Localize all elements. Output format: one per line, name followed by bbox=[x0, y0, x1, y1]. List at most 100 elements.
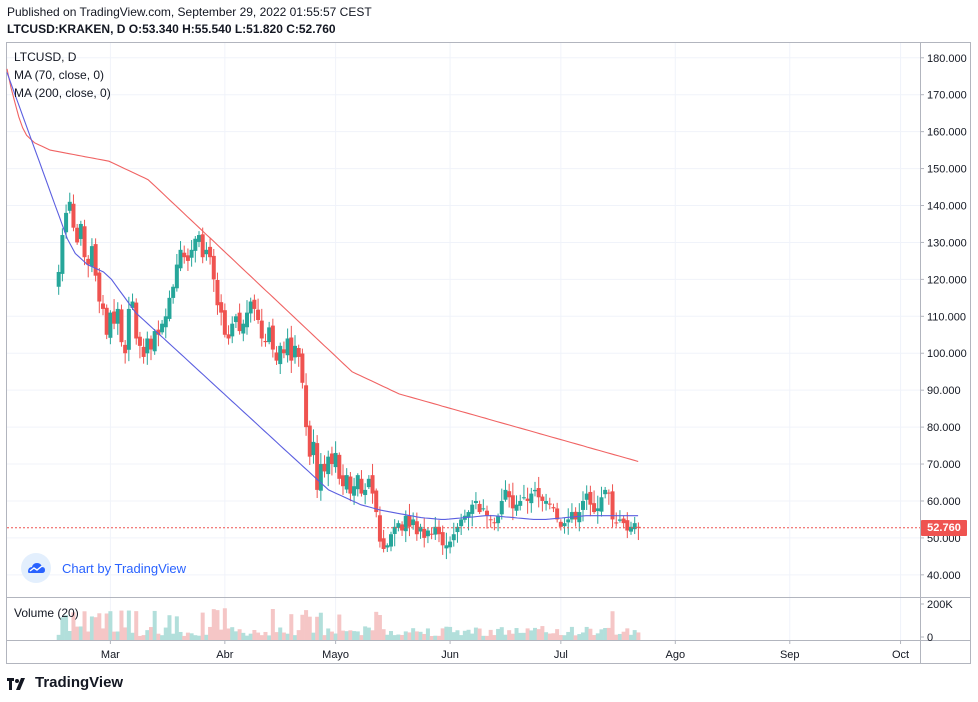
candle-body-30 bbox=[167, 297, 172, 319]
candle-body-4 bbox=[71, 203, 76, 228]
candle-body-49 bbox=[237, 312, 242, 332]
x-tick-label-1: Abr bbox=[216, 649, 233, 661]
candle-body-90 bbox=[389, 534, 393, 547]
candle-body-9 bbox=[89, 246, 94, 267]
volume-bar-93 bbox=[400, 634, 405, 640]
y-tick-label-14: 180.000 bbox=[927, 53, 967, 65]
volume-bar-29 bbox=[163, 627, 168, 640]
volume-bar-20 bbox=[130, 632, 135, 640]
candle-body-34 bbox=[182, 252, 187, 258]
candle-body-125 bbox=[518, 500, 523, 506]
volume-bar-142 bbox=[581, 632, 585, 640]
candle-body-114 bbox=[477, 503, 482, 513]
candle-body-3 bbox=[67, 201, 72, 211]
candle-body-63 bbox=[289, 337, 294, 361]
volume-bar-137 bbox=[562, 635, 567, 640]
volume-bar-118 bbox=[492, 635, 497, 640]
volume-bar-156 bbox=[632, 630, 637, 640]
volume-bar-102 bbox=[433, 635, 438, 640]
volume-bar-78 bbox=[344, 631, 349, 640]
volume-bar-43 bbox=[215, 610, 220, 640]
candle-body-133 bbox=[547, 503, 552, 505]
volume-bar-138 bbox=[566, 631, 571, 640]
volume-bar-122 bbox=[507, 630, 512, 640]
volume-bar-48 bbox=[233, 631, 238, 640]
volume-bar-33 bbox=[178, 631, 183, 640]
candle-body-132 bbox=[544, 500, 549, 504]
volume-bar-141 bbox=[577, 634, 582, 640]
volume-bar-54 bbox=[256, 632, 261, 640]
candle-body-48 bbox=[233, 316, 238, 323]
candle-body-16 bbox=[115, 308, 120, 324]
candle-body-111 bbox=[466, 512, 471, 518]
y-tick-label-4: 80.000 bbox=[927, 422, 961, 434]
x-tick-label-4: Jul bbox=[554, 649, 568, 661]
candle-body-62 bbox=[285, 338, 290, 356]
candle-body-59 bbox=[274, 352, 279, 361]
volume-bar-65 bbox=[296, 630, 301, 640]
candle-body-32 bbox=[174, 264, 179, 289]
volume-bar-51 bbox=[245, 635, 249, 640]
volume-bar-98 bbox=[418, 631, 423, 640]
volume-bar-44 bbox=[219, 629, 224, 640]
candle-body-74 bbox=[329, 453, 334, 465]
y-tick-label-8: 120.000 bbox=[927, 274, 967, 286]
volume-bar-19 bbox=[126, 610, 131, 640]
candle-body-52 bbox=[248, 301, 253, 314]
volume-bar-143 bbox=[584, 626, 589, 640]
x-tick-label-0: Mar bbox=[101, 649, 120, 661]
x-tick-label-6: Sep bbox=[780, 649, 800, 661]
volume-bar-7 bbox=[82, 611, 87, 640]
legend-ma70: MA (70, close, 0) bbox=[14, 68, 105, 82]
candle-body-135 bbox=[555, 508, 560, 520]
tradingview-watermark[interactable]: Chart by TradingView bbox=[20, 552, 186, 584]
candle-body-156 bbox=[632, 523, 637, 530]
candle-body-96 bbox=[411, 519, 416, 526]
volume-bar-82 bbox=[359, 635, 364, 640]
volume-bar-18 bbox=[123, 627, 128, 640]
volume-bar-3 bbox=[67, 631, 72, 640]
candle-body-115 bbox=[481, 508, 486, 510]
candle-body-57 bbox=[267, 327, 272, 343]
candle-body-45 bbox=[222, 310, 227, 335]
volume-bar-28 bbox=[160, 635, 165, 640]
footer-logo[interactable]: TradingView bbox=[7, 674, 123, 691]
ma200-line bbox=[6, 68, 639, 463]
volume-bar-124 bbox=[514, 628, 519, 640]
volume-bar-97 bbox=[414, 631, 419, 640]
vol-tick-label-1: 0 bbox=[927, 632, 933, 644]
candle-body-155 bbox=[629, 526, 633, 532]
volume-bar-130 bbox=[536, 629, 541, 640]
volume-bar-104 bbox=[440, 628, 445, 640]
candle-body-136 bbox=[558, 521, 563, 527]
volume-bar-119 bbox=[496, 628, 501, 640]
volume-bar-103 bbox=[437, 635, 441, 640]
volume-bar-114 bbox=[477, 628, 482, 640]
volume-bar-73 bbox=[326, 628, 331, 640]
volume-bar-85 bbox=[370, 630, 375, 640]
volume-bar-47 bbox=[230, 627, 235, 640]
volume-bar-80 bbox=[352, 631, 357, 640]
candle-body-64 bbox=[293, 345, 297, 358]
candle-body-77 bbox=[341, 475, 345, 487]
volume-bar-71 bbox=[318, 612, 323, 640]
candle-body-116 bbox=[485, 510, 489, 516]
volume-bar-147 bbox=[599, 629, 604, 640]
candle-body-10 bbox=[93, 244, 98, 276]
volume-bar-2 bbox=[64, 615, 69, 640]
candle-body-46 bbox=[226, 334, 231, 339]
volume-bar-42 bbox=[211, 609, 216, 640]
volume-bar-70 bbox=[315, 616, 320, 640]
volume-bar-76 bbox=[337, 614, 342, 640]
candle-body-119 bbox=[496, 515, 501, 524]
candle-body-139 bbox=[569, 512, 574, 520]
volume-bar-123 bbox=[510, 633, 515, 640]
y-tick-label-11: 150.000 bbox=[927, 164, 967, 176]
volume-bar-146 bbox=[595, 633, 600, 640]
candle-body-142 bbox=[581, 500, 585, 510]
candle-body-104 bbox=[440, 532, 445, 546]
candle-body-113 bbox=[473, 500, 478, 504]
y-tick-label-12: 160.000 bbox=[927, 127, 967, 139]
candle-body-11 bbox=[97, 272, 102, 302]
